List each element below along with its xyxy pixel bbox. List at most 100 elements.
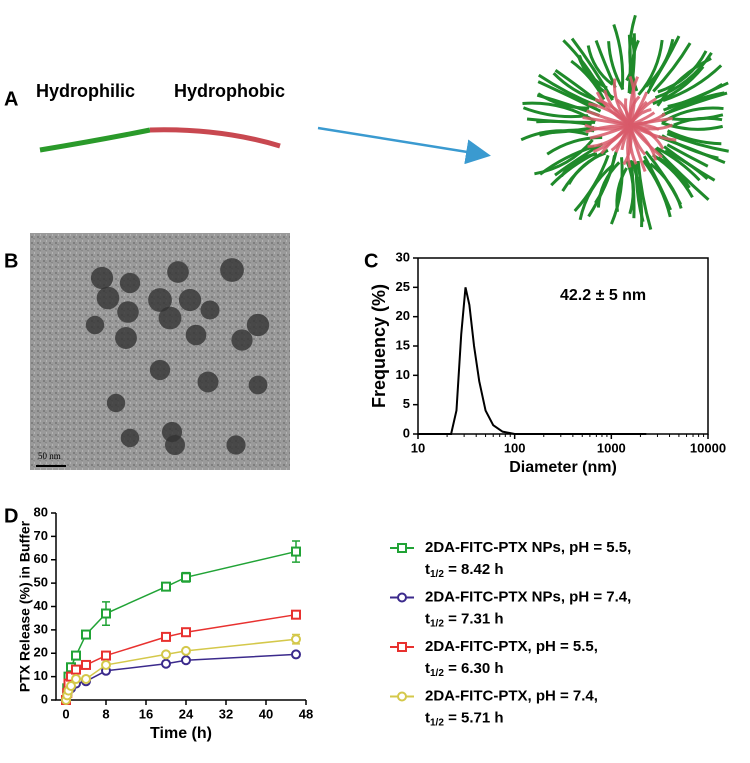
hydrophilic-strand [661,121,724,131]
hydrophilic-strand [660,91,725,118]
diagram-label: Hydrophobic [174,81,285,101]
marker [81,629,91,640]
legend-label: 2DA-FITC-PTX NPs, pH = 7.4, [425,588,631,605]
y-tick-label: 50 [34,575,48,590]
hydrophilic-strand [662,81,729,112]
y-tick-label: 0 [41,691,48,706]
marker [101,659,111,670]
legend-half-life: t1/2 = 8.42 h [425,561,504,580]
y-tick-label: 15 [396,337,410,352]
y-tick-label: 40 [34,598,48,613]
nanoparticle [167,261,189,283]
hydrophilic-strand [567,151,606,185]
hydrophilic-strand [573,154,610,212]
hydrophobic-strand [622,124,633,166]
hydrophobic-strand [629,123,658,161]
series-line [65,653,297,701]
marker [291,634,301,645]
y-tick-label: 80 [34,504,48,519]
half-life-text: t [425,610,430,627]
y-tick-label: 25 [396,279,410,294]
y-tick-label: 30 [396,249,410,264]
x-tick-label: 40 [259,706,273,721]
hydrophilic-strand [607,41,625,91]
y-tick-label: 0 [403,425,410,440]
hydrophilic-strand [612,23,625,90]
hydrophilic-strand [522,106,589,119]
axes [417,257,709,435]
legend-half-life: t1/2 = 5.71 h [425,709,504,728]
hydrophilic-strand [655,146,701,182]
hydrophilic-strand [550,151,597,187]
nanoparticle [231,329,253,351]
series-line [418,287,647,435]
hydrophobic-strand [584,123,631,131]
tem-image [30,233,290,470]
nanoparticles [85,258,270,456]
hydrophobic-chain [149,127,281,149]
nanoparticle [96,286,120,310]
marker [81,659,91,670]
series-line [65,638,297,701]
y-tick-label: 10 [396,367,410,382]
y-tick-label: 20 [396,308,410,323]
hydrophilic-strand [578,163,614,221]
hydrophilic-strand [652,65,705,106]
hydrophilic-strand [666,143,709,168]
hydrophilic-strand [662,64,723,103]
hydrophilic-strand [554,69,607,109]
half-life-text: t [425,709,430,726]
x-axis-label: Time (h) [150,725,212,742]
half-life-sub: 1/2 [430,668,444,679]
marker [181,627,191,638]
nanoparticle [197,371,219,393]
hydrophilic-strand [596,161,621,208]
marker [71,673,81,684]
half-life-sub: 1/2 [430,717,444,728]
legend-label: 2DA-FITC-PTX NPs, pH = 5.5, [425,539,631,556]
x-tick-label: 10 [411,440,425,455]
hydrophilic-strand [642,159,672,218]
marker [66,680,76,691]
x-tick-label: 100 [504,440,526,455]
panel-label: B [4,250,18,272]
x-tick-label: 48 [299,706,313,721]
legend-marker [397,691,407,702]
marker [291,609,301,620]
marker [161,649,171,660]
nanoparticle [115,327,137,349]
y-tick-label: 10 [34,668,48,683]
hydrophilic-strand [630,160,644,228]
marker [101,608,111,619]
hydrophilic-strand [629,33,637,95]
hydrophilic-strand [534,138,594,176]
hydrophilic-strand [537,92,590,110]
nanoparticle [248,375,268,395]
hydrophobic-strand [587,123,632,149]
x-tick-label: 10000 [690,440,726,455]
nanoparticle [178,288,202,312]
hydrophilic-chain [39,127,151,153]
hydrophilic-strand [666,129,722,146]
y-axis-label: PTX Release (%) in Buffer [17,520,33,692]
legend-half-life: t1/2 = 7.31 h [425,610,504,629]
nanoparticle [90,266,114,290]
legend-marker [397,543,407,553]
marker [101,650,111,661]
nanoparticle [220,258,244,282]
x-tick-label: 32 [219,706,233,721]
x-tick-label: 8 [102,706,109,721]
marker [71,650,81,661]
nanoparticle [106,393,126,413]
marker [71,664,81,675]
hydrophilic-strand [664,149,709,180]
hydrophilic-strand [656,57,712,107]
x-tick-label: 0 [62,706,69,721]
half-life-sub: 1/2 [430,618,444,629]
hydrophilic-strand [671,113,724,122]
hydrophilic-strand [636,160,653,230]
nanoparticle [85,315,105,335]
hydrophilic-strand [586,45,614,86]
y-tick-label: 20 [34,645,48,660]
